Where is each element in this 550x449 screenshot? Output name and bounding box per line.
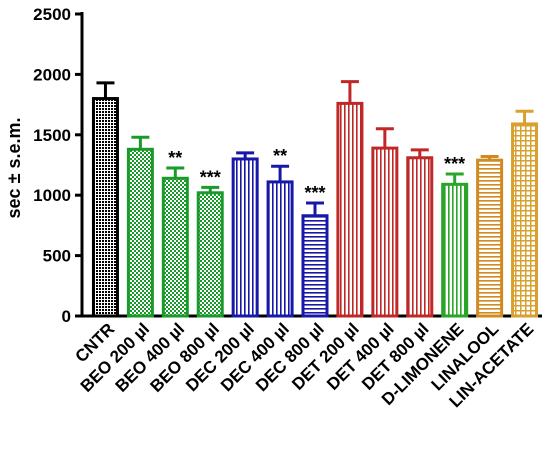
y-tick-label: 2000	[33, 65, 71, 84]
significance-label: **	[273, 146, 287, 166]
y-tick-label: 1000	[33, 186, 71, 205]
bar	[266, 180, 294, 318]
y-tick-label: 2500	[33, 5, 71, 24]
significance-label: **	[168, 148, 182, 168]
bar	[441, 182, 469, 318]
bar	[476, 158, 504, 318]
bar	[371, 146, 399, 318]
bar	[336, 101, 364, 318]
significance-label: ***	[304, 183, 325, 203]
bar	[196, 191, 224, 318]
y-axis-title: sec ± s.e.m.	[4, 118, 24, 219]
bars: *************	[91, 80, 539, 318]
bar	[126, 147, 154, 318]
axes: 0 500 1000 1500 2000 2500	[33, 5, 542, 326]
y-tick-label: 0	[62, 307, 71, 326]
significance-label: ***	[444, 154, 465, 174]
bar	[231, 157, 259, 318]
y-tick-label: 1500	[33, 126, 71, 145]
significance-label: ***	[200, 167, 221, 187]
bar	[406, 156, 434, 318]
bar	[161, 176, 189, 318]
bar	[511, 122, 539, 318]
bar	[301, 214, 329, 318]
bar	[91, 97, 119, 318]
y-tick-label: 500	[43, 247, 71, 266]
